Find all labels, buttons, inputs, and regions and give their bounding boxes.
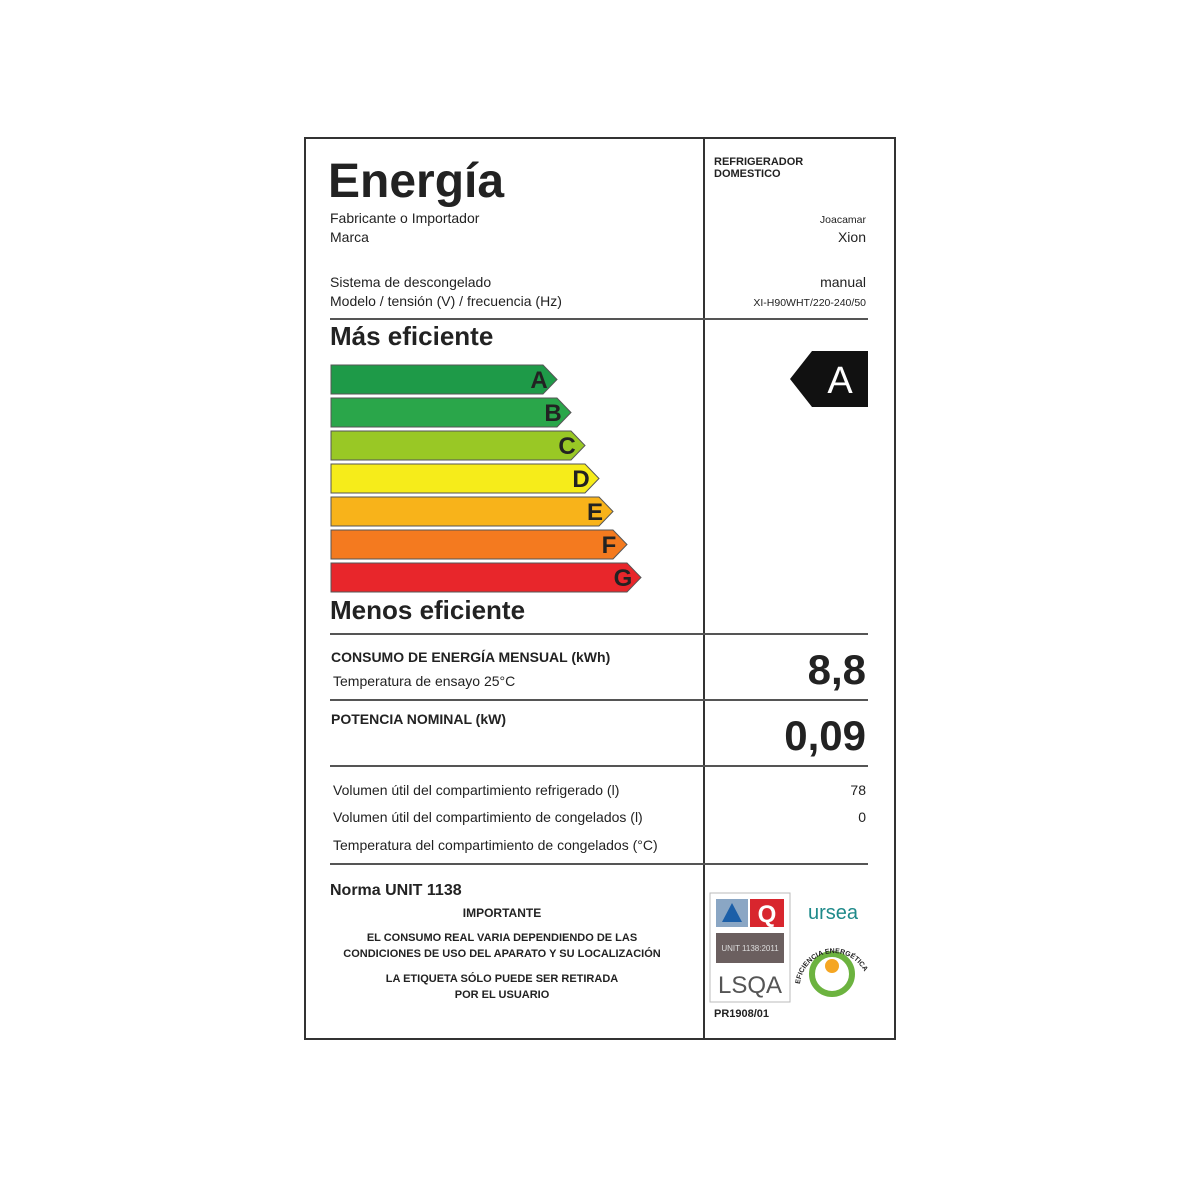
separators: [330, 318, 868, 865]
volume-label: Volumen útil del compartimiento refriger…: [333, 782, 619, 798]
info-label: Fabricante o Importador: [330, 210, 480, 226]
info-value: XI-H90WHT/220-240/50: [753, 297, 866, 309]
info-value: Xion: [838, 229, 866, 245]
power-value: 0,09: [784, 712, 866, 759]
appliance: DOMESTICO: [714, 168, 781, 180]
notice: EL CONSUMO REAL VARIA DEPENDIENDO DE LAS: [367, 932, 637, 944]
title: Energía: [328, 155, 504, 208]
energy-label: CONSUMO DE ENERGÍA MENSUAL (kWh): [331, 649, 610, 665]
class-bar: [330, 397, 572, 428]
volume-label: Volumen útil del compartimiento de conge…: [333, 809, 643, 825]
rating: A: [827, 360, 853, 402]
class-bar: [330, 562, 642, 593]
efficiency-seal: [809, 951, 855, 997]
volume-label: Temperatura del compartimiento de congel…: [333, 837, 658, 853]
info-label: Modelo / tensión (V) / frecuencia (Hz): [330, 293, 562, 309]
rating-arrow: [790, 351, 868, 407]
removal: POR EL USUARIO: [455, 989, 550, 1001]
volume-value: 0: [858, 809, 866, 825]
class-letter: A: [530, 367, 547, 394]
class-letter: C: [558, 433, 575, 460]
class-bar: [330, 364, 558, 395]
class-letter: G: [614, 565, 633, 592]
class-bar: [330, 430, 586, 461]
certification-logo: Q UNIT 1138:2011 LSQA: [709, 892, 791, 1003]
certification-code: PR1908/01: [714, 1008, 769, 1020]
volume-value: 78: [850, 782, 866, 798]
energy-note: Temperatura de ensayo 25°C: [333, 673, 515, 689]
info-label: Marca: [330, 229, 369, 245]
certification-lab: LSQA: [718, 972, 782, 999]
notice: CONDICIONES DE USO DEL APARATO Y SU LOCA…: [343, 947, 660, 960]
bottom-label: Menos eficiente: [330, 595, 525, 625]
class-letter: D: [572, 466, 589, 493]
info-value: Joacamar: [820, 214, 867, 226]
standard: Norma UNIT 1138: [330, 882, 462, 899]
info-value: manual: [820, 274, 866, 290]
class-letter: F: [602, 532, 617, 559]
appliance: REFRIGERADOR: [714, 156, 803, 168]
class-letter: E: [587, 499, 603, 526]
class-letter: B: [544, 400, 561, 427]
info-label: Sistema de descongelado: [330, 274, 491, 290]
certification-badge: UNIT 1138:2011: [721, 944, 779, 953]
class-bar: [330, 496, 614, 527]
energy-value: 8,8: [808, 646, 866, 693]
class-bar: [330, 529, 628, 560]
important: IMPORTANTE: [463, 906, 541, 920]
class-bar: [330, 463, 600, 494]
regulator: ursea: [808, 902, 859, 924]
top-label: Más eficiente: [330, 321, 493, 351]
svg-text:Q: Q: [758, 901, 777, 928]
removal: LA ETIQUETA SÓLO PUEDE SER RETIRADA: [386, 972, 618, 985]
power-label: POTENCIA NOMINAL (kW): [331, 711, 506, 727]
